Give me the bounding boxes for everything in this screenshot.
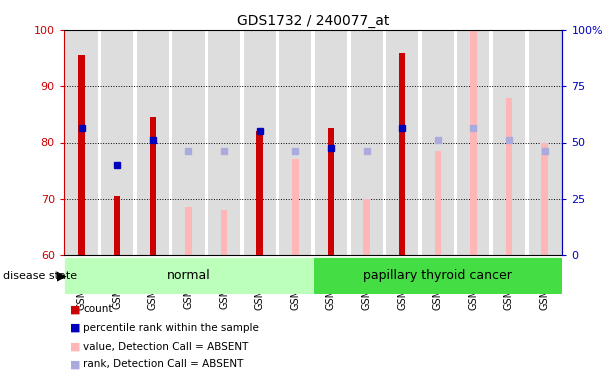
Text: rank, Detection Call = ABSENT: rank, Detection Call = ABSENT: [83, 360, 244, 369]
Text: ■: ■: [70, 342, 80, 352]
Text: value, Detection Call = ABSENT: value, Detection Call = ABSENT: [83, 342, 249, 352]
Text: papillary thyroid cancer: papillary thyroid cancer: [364, 269, 512, 282]
Bar: [311, 30, 315, 255]
Bar: [527, 30, 562, 255]
Bar: [64, 30, 100, 255]
Bar: [292, 159, 299, 255]
Bar: [313, 30, 349, 255]
Text: ▶: ▶: [57, 270, 66, 283]
Bar: [206, 30, 242, 255]
Text: percentile rank within the sample: percentile rank within the sample: [83, 323, 259, 333]
Bar: [98, 30, 101, 255]
Bar: [347, 30, 350, 255]
Bar: [506, 98, 512, 255]
Bar: [328, 128, 334, 255]
Bar: [399, 53, 406, 255]
Bar: [525, 30, 528, 255]
Bar: [64, 257, 313, 294]
Text: ■: ■: [70, 304, 80, 314]
Bar: [257, 131, 263, 255]
Bar: [418, 30, 422, 255]
Bar: [204, 30, 208, 255]
Bar: [384, 30, 420, 255]
Bar: [133, 30, 137, 255]
Bar: [328, 154, 334, 255]
Bar: [240, 30, 244, 255]
Text: count: count: [83, 304, 113, 314]
Bar: [221, 210, 227, 255]
Text: ■: ■: [70, 323, 80, 333]
Bar: [382, 30, 386, 255]
Bar: [313, 257, 562, 294]
Bar: [171, 30, 206, 255]
Bar: [420, 30, 455, 255]
Bar: [541, 142, 548, 255]
Bar: [349, 30, 384, 255]
Bar: [276, 30, 279, 255]
Bar: [435, 151, 441, 255]
Bar: [185, 207, 192, 255]
Bar: [169, 30, 173, 255]
Bar: [364, 199, 370, 255]
Bar: [277, 30, 313, 255]
Text: ■: ■: [70, 360, 80, 369]
Text: disease state: disease state: [3, 272, 77, 281]
Text: normal: normal: [167, 269, 210, 282]
Bar: [489, 30, 493, 255]
Bar: [454, 30, 457, 255]
Bar: [135, 30, 171, 255]
Bar: [242, 30, 277, 255]
Bar: [78, 56, 85, 255]
Bar: [455, 30, 491, 255]
Title: GDS1732 / 240077_at: GDS1732 / 240077_at: [237, 13, 389, 28]
Bar: [491, 30, 527, 255]
Bar: [470, 30, 477, 255]
Bar: [114, 196, 120, 255]
Bar: [150, 117, 156, 255]
Bar: [100, 30, 135, 255]
